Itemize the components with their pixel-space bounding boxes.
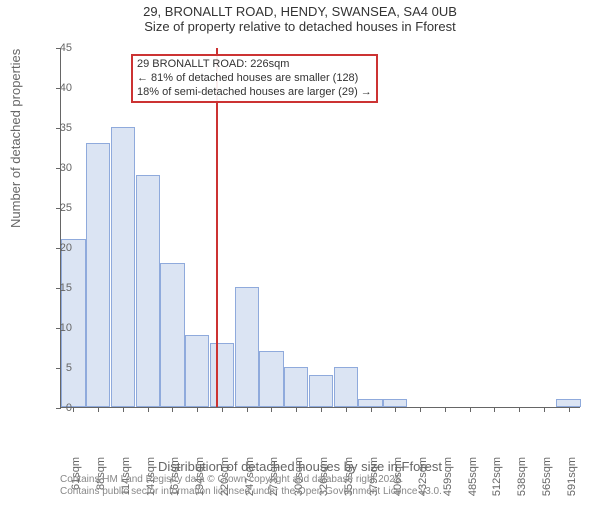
x-tick-mark <box>123 407 124 412</box>
annotation-line-1: 29 BRONALLT ROAD: 226sqm <box>137 58 372 72</box>
x-tick-mark <box>73 407 74 412</box>
footer-line-2: Contains public sector information licen… <box>60 486 442 498</box>
histogram-plot: 61sqm88sqm114sqm141sqm167sqm194sqm220sqm… <box>60 48 580 408</box>
y-tick-label: 35 <box>42 122 72 134</box>
histogram-bar <box>185 335 209 407</box>
x-tick-mark <box>544 407 545 412</box>
x-tick-mark <box>519 407 520 412</box>
histogram-bar <box>86 143 110 407</box>
y-tick-label: 15 <box>42 282 72 294</box>
histogram-bar <box>383 399 407 407</box>
x-tick-mark <box>271 407 272 412</box>
x-tick-mark <box>371 407 372 412</box>
x-tick-mark <box>197 407 198 412</box>
annotation-callout: 29 BRONALLT ROAD: 226sqm ← 81% of detach… <box>131 54 378 103</box>
histogram-bar <box>259 351 283 407</box>
title-line-1: 29, BRONALLT ROAD, HENDY, SWANSEA, SA4 0… <box>0 4 600 19</box>
x-tick-mark <box>569 407 570 412</box>
y-tick-label: 20 <box>42 242 72 254</box>
x-tick-mark <box>321 407 322 412</box>
histogram-bar <box>358 399 382 407</box>
histogram-bar <box>210 343 234 407</box>
histogram-bar <box>284 367 308 407</box>
x-tick-mark <box>222 407 223 412</box>
histogram-bar <box>309 375 333 407</box>
y-axis-title: Number of detached properties <box>8 49 23 228</box>
x-tick-mark <box>445 407 446 412</box>
x-tick-mark <box>346 407 347 412</box>
y-tick-label: 10 <box>42 322 72 334</box>
y-tick-label: 25 <box>42 202 72 214</box>
histogram-bar <box>160 263 184 407</box>
y-tick-label: 30 <box>42 162 72 174</box>
x-axis-title: Distribution of detached houses by size … <box>0 459 600 474</box>
y-tick-label: 0 <box>42 402 72 414</box>
chart-footer: Contains HM Land Registry data © Crown c… <box>60 474 442 498</box>
histogram-bar <box>111 127 135 407</box>
x-tick-mark <box>98 407 99 412</box>
x-tick-mark <box>172 407 173 412</box>
x-tick-mark <box>470 407 471 412</box>
histogram-bar <box>136 175 160 407</box>
histogram-bar <box>556 399 580 407</box>
title-line-2: Size of property relative to detached ho… <box>0 19 600 34</box>
histogram-bar <box>334 367 358 407</box>
y-tick-label: 5 <box>42 362 72 374</box>
chart-title: 29, BRONALLT ROAD, HENDY, SWANSEA, SA4 0… <box>0 4 600 34</box>
x-tick-mark <box>148 407 149 412</box>
x-tick-mark <box>494 407 495 412</box>
footer-line-1: Contains HM Land Registry data © Crown c… <box>60 474 442 486</box>
x-tick-mark <box>420 407 421 412</box>
x-tick-mark <box>395 407 396 412</box>
histogram-bar <box>235 287 259 407</box>
x-tick-mark <box>296 407 297 412</box>
annotation-line-2: ← 81% of detached houses are smaller (12… <box>137 72 372 86</box>
y-tick-label: 45 <box>42 42 72 54</box>
y-tick-label: 40 <box>42 82 72 94</box>
annotation-line-3: 18% of semi-detached houses are larger (… <box>137 86 372 100</box>
x-tick-mark <box>247 407 248 412</box>
